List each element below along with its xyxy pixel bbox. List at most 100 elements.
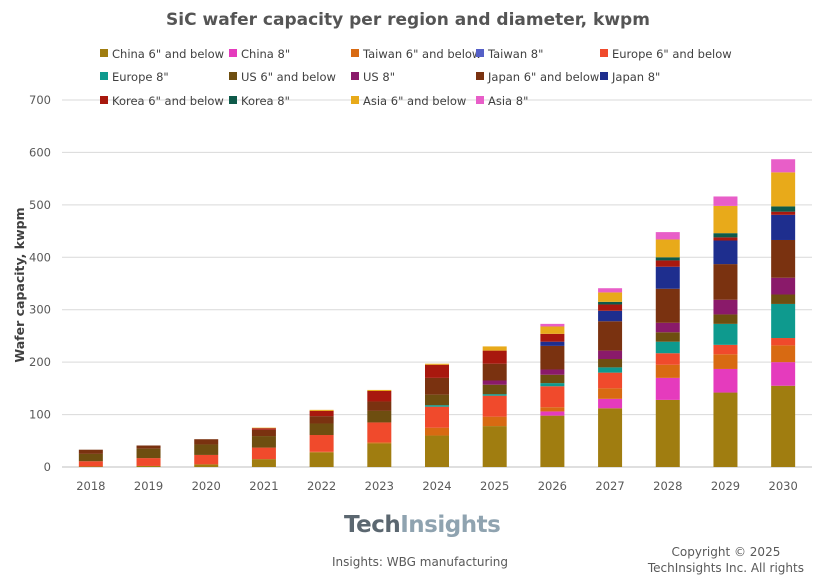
bar-stack-2023 <box>367 389 392 467</box>
legend-item: US 8" <box>351 70 395 84</box>
legend-swatch <box>476 49 484 57</box>
bar-segment <box>540 369 565 375</box>
bar-segment <box>482 426 507 467</box>
bar-segment <box>251 427 276 429</box>
bar-segment <box>598 372 623 389</box>
bar-segment <box>771 345 796 363</box>
bar-segment <box>713 196 738 206</box>
bar-segment <box>655 266 680 289</box>
bar-segment <box>598 292 623 302</box>
bar-segment <box>425 427 449 436</box>
legend-label: Taiwan 6" and below <box>362 47 481 61</box>
bar-stack-2030 <box>771 159 796 467</box>
bar-segment <box>655 322 680 333</box>
bar-segment <box>78 453 103 462</box>
bar-segment <box>425 435 449 467</box>
bar-segment <box>309 416 334 424</box>
bar-segment <box>771 172 796 207</box>
legend-swatch <box>600 72 608 80</box>
bar-segment <box>655 332 680 342</box>
bar-segment <box>540 323 565 327</box>
bar-segment <box>771 294 796 304</box>
bar-segment <box>367 443 392 467</box>
bar-segment <box>482 395 507 417</box>
x-tick-label: 2027 <box>595 479 624 493</box>
bar-stack-2022 <box>309 409 334 467</box>
bar-segment <box>540 345 565 370</box>
y-tick-label: 600 <box>29 145 51 159</box>
legend-item: Europe 6" and below <box>600 47 732 61</box>
bar-segment <box>482 416 507 427</box>
chart-title: SiC wafer capacity per region and diamet… <box>166 10 650 30</box>
bar-segment <box>598 367 623 373</box>
bar-segment <box>367 401 392 411</box>
x-tick-label: 2020 <box>192 479 221 493</box>
bar-stack-2027 <box>598 288 623 467</box>
legend-swatch <box>229 96 237 104</box>
legend-label: China 6" and below <box>112 47 224 61</box>
legend-label: Asia 8" <box>488 94 528 108</box>
bar-segment <box>367 422 392 443</box>
bar-segment <box>771 239 796 278</box>
legend-item: Asia 8" <box>476 94 528 108</box>
bar-segment <box>540 374 565 384</box>
legend-label: Korea 6" and below <box>112 94 224 108</box>
bar-segment <box>771 385 796 467</box>
y-tick-label: 200 <box>29 355 51 369</box>
x-tick-label: 2024 <box>422 479 451 493</box>
bar-segment <box>655 377 680 400</box>
legend-swatch <box>100 96 108 104</box>
bar-segment <box>598 388 623 399</box>
bar-segment <box>482 363 507 381</box>
bar-segment <box>309 409 334 411</box>
legend-swatch <box>476 96 484 104</box>
techinsights-logo: TechInsights <box>344 512 501 538</box>
bar-segment <box>771 277 796 295</box>
bar-segment <box>309 451 334 453</box>
y-axis-ticks: 0 100 200 300 400 500 600 700 <box>29 93 51 474</box>
bar-segment <box>482 380 507 385</box>
bar-segment <box>598 358 623 368</box>
legend-item: Taiwan 8" <box>476 47 543 61</box>
legend-label: US 8" <box>363 70 395 84</box>
bar-segment <box>540 341 565 346</box>
bar-segment <box>713 314 738 324</box>
bar-segment <box>771 338 796 346</box>
legend-item: US 6" and below <box>229 70 336 84</box>
copyright-line-2: TechInsights Inc. All rights <box>647 561 804 575</box>
x-tick-label: 2029 <box>711 479 740 493</box>
bar-segment <box>713 299 738 315</box>
logo-tech: Tech <box>344 512 401 538</box>
bar-stack-2024 <box>425 363 449 467</box>
legend-label: Taiwan 8" <box>487 47 543 61</box>
bar-segment <box>78 449 103 454</box>
bar-segment <box>425 364 449 378</box>
bar-segment <box>598 288 623 293</box>
bar-segment <box>598 301 623 305</box>
bar-segment <box>194 439 219 445</box>
y-tick-label: 0 <box>44 460 51 474</box>
bar-segment <box>713 368 738 393</box>
legend-item: Korea 8" <box>229 94 290 108</box>
bar-segment <box>655 364 680 378</box>
bar-segment <box>251 459 276 467</box>
x-tick-label: 2026 <box>538 479 567 493</box>
legend-label: Japan 6" and below <box>487 70 599 84</box>
bar-segment <box>713 240 738 265</box>
logo-insights: Insights <box>400 512 501 538</box>
bar-segment <box>713 205 738 234</box>
legend-item: Taiwan 6" and below <box>351 47 481 61</box>
legend-swatch <box>600 49 608 57</box>
bar-segment <box>540 326 565 334</box>
bar-segment <box>598 304 623 311</box>
copyright-line-1: Copyright © 2025 <box>671 545 781 559</box>
bar-segment <box>771 303 796 339</box>
bar-segment <box>482 346 507 351</box>
x-tick-label: 2021 <box>249 479 278 493</box>
bar-segment <box>194 464 219 467</box>
bar-segment <box>482 350 507 364</box>
bar-segment <box>251 428 276 430</box>
bar-segment <box>713 354 738 369</box>
